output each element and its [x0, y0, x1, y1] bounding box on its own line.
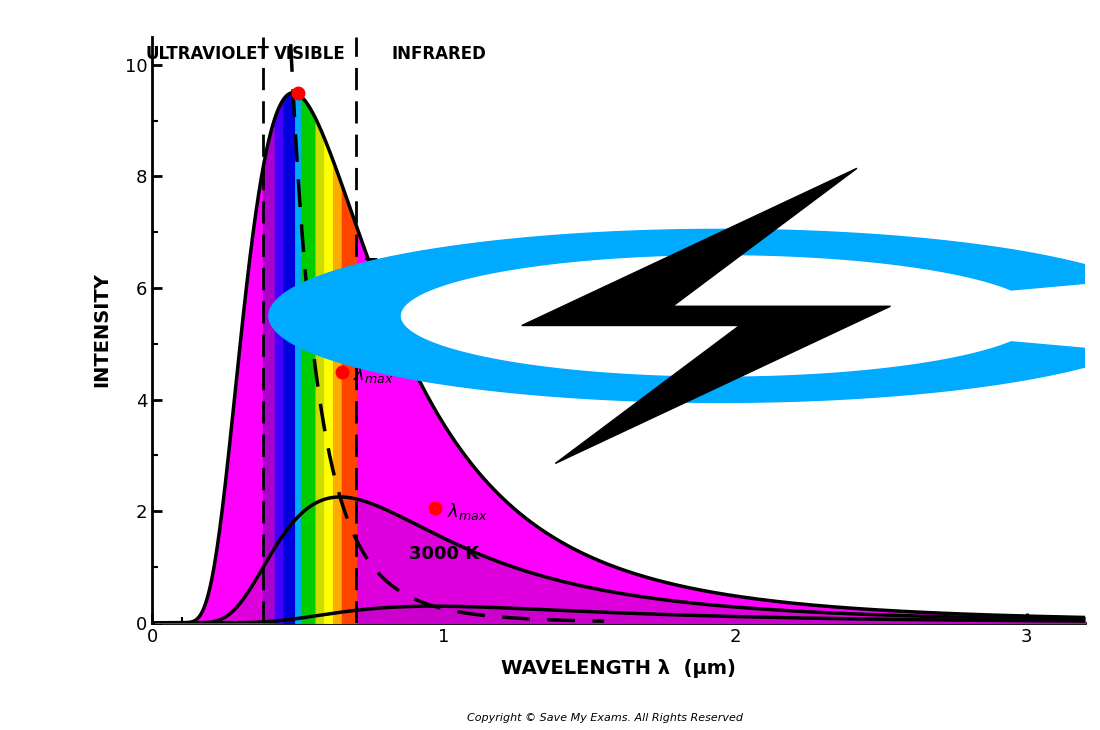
Polygon shape — [270, 229, 1100, 402]
Text: T = 6000 K: T = 6000 K — [365, 257, 475, 275]
Text: 3000 K: 3000 K — [409, 545, 478, 563]
Text: ULTRAVIOLET: ULTRAVIOLET — [146, 45, 270, 64]
Text: $\lambda_{max}$: $\lambda_{max}$ — [447, 501, 487, 522]
Text: Copyright © Save My Exams. All Rights Reserved: Copyright © Save My Exams. All Rights Re… — [468, 713, 742, 723]
Polygon shape — [521, 169, 891, 464]
Text: $\lambda_{max}$: $\lambda_{max}$ — [353, 364, 395, 385]
Text: VISIBLE: VISIBLE — [274, 45, 345, 64]
Text: INFRARED: INFRARED — [392, 45, 486, 64]
X-axis label: WAVELENGTH λ  (μm): WAVELENGTH λ (μm) — [502, 659, 736, 678]
Y-axis label: INTENSITY: INTENSITY — [92, 272, 111, 387]
